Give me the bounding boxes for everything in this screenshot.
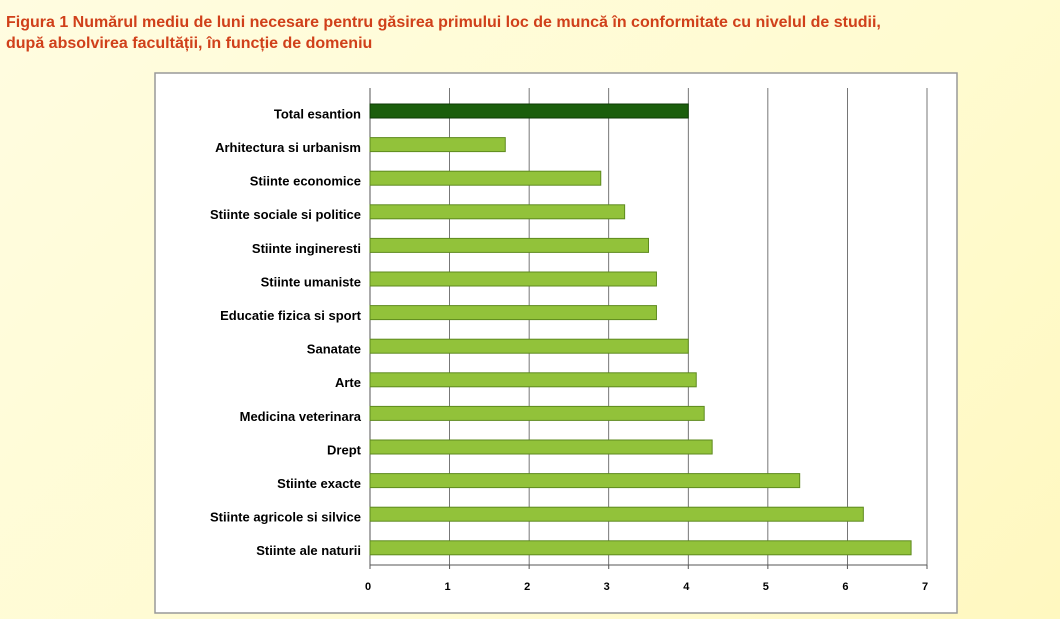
- bar: [369, 506, 864, 522]
- bar: [369, 473, 801, 489]
- x-tick-label: 5: [763, 581, 769, 593]
- bar: [369, 170, 602, 186]
- chart-title: după absolvirea facultății, în funcție d…: [6, 35, 372, 52]
- y-tick-label: Stiinte agricole si silvice: [210, 510, 361, 525]
- bar: [369, 540, 912, 556]
- x-tick-label: 3: [604, 581, 610, 593]
- y-tick-label: Stiinte sociale si politice: [210, 207, 361, 222]
- y-tick-label: Stiinte ale naturii: [256, 543, 361, 558]
- bar: [369, 372, 697, 388]
- y-tick-label: Arte: [335, 375, 361, 390]
- bar: [369, 237, 649, 253]
- x-tick-label: 0: [365, 581, 371, 593]
- y-tick-label: Medicina veterinara: [240, 409, 362, 424]
- bar: [369, 137, 506, 153]
- bar: [369, 103, 689, 119]
- bar: [369, 405, 705, 421]
- x-tick-label: 7: [922, 581, 928, 593]
- bar: [369, 338, 689, 354]
- y-tick-label: Sanatate: [307, 342, 361, 357]
- bar: [369, 305, 657, 321]
- y-tick-label: Stiinte umaniste: [261, 274, 361, 289]
- x-tick-label: 2: [524, 581, 530, 593]
- chart-title: Figura 1 Numărul mediu de luni necesare …: [6, 14, 881, 31]
- y-tick-label: Drept: [327, 442, 362, 457]
- bar: [369, 271, 657, 287]
- bar: [369, 439, 713, 455]
- y-tick-label: Stiinte ingineresti: [252, 241, 361, 256]
- x-tick-label: 4: [683, 581, 690, 593]
- y-tick-label: Total esantion: [274, 106, 361, 121]
- y-tick-label: Arhitectura si urbanism: [215, 140, 361, 155]
- bar: [369, 204, 626, 220]
- y-tick-label: Stiinte exacte: [277, 476, 361, 491]
- y-tick-label: Educatie fizica si sport: [220, 308, 362, 323]
- x-tick-label: 6: [842, 581, 848, 593]
- x-tick-label: 1: [445, 581, 451, 593]
- y-tick-label: Stiinte economice: [250, 174, 361, 189]
